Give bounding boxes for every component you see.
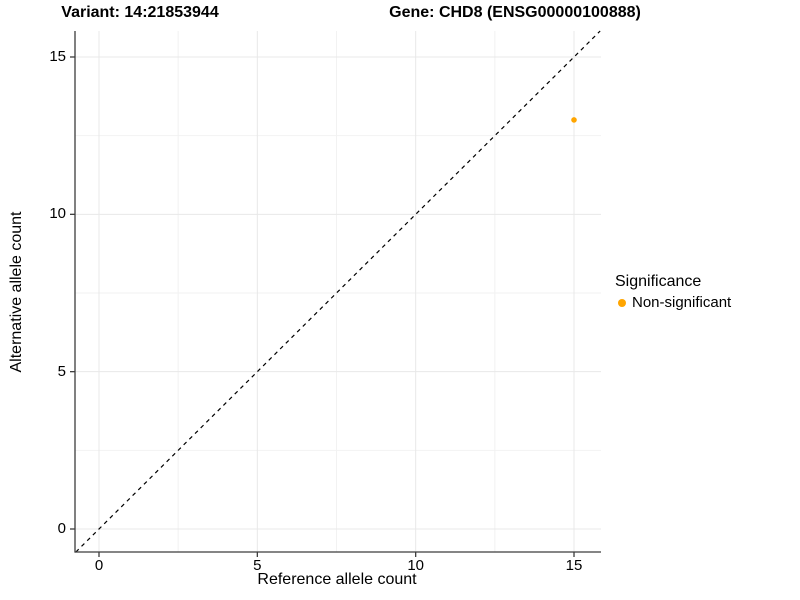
identity-reference-line bbox=[75, 30, 601, 553]
x-tick-label: 15 bbox=[565, 557, 583, 574]
x-tick-label: 0 bbox=[94, 557, 104, 574]
y-tick-label: 15 bbox=[49, 47, 66, 65]
y-tick-label: 0 bbox=[57, 520, 66, 537]
x-tick-label: 5 bbox=[253, 557, 262, 574]
y-tick-label: 10 bbox=[49, 205, 66, 223]
legend-items: Non-significant bbox=[615, 294, 731, 312]
legend-key-dot-icon bbox=[618, 299, 626, 307]
legend-item-label: Non-significant bbox=[632, 294, 732, 311]
legend-item: Non-significant bbox=[615, 294, 731, 312]
y-tick-label: 5 bbox=[57, 362, 66, 380]
data-point bbox=[571, 117, 577, 123]
legend-title: Significance bbox=[615, 273, 702, 290]
x-tick-label: 10 bbox=[407, 557, 424, 574]
plot-title-variant: Variant: 14:21853944 bbox=[61, 4, 219, 21]
x-axis-title: Reference allele count bbox=[257, 571, 417, 588]
legend: Significance Non-significant bbox=[615, 272, 731, 312]
y-axis-title: Alternative allele count bbox=[8, 211, 25, 373]
plot-title-gene: Gene: CHD8 (ENSG00000100888) bbox=[389, 4, 641, 21]
